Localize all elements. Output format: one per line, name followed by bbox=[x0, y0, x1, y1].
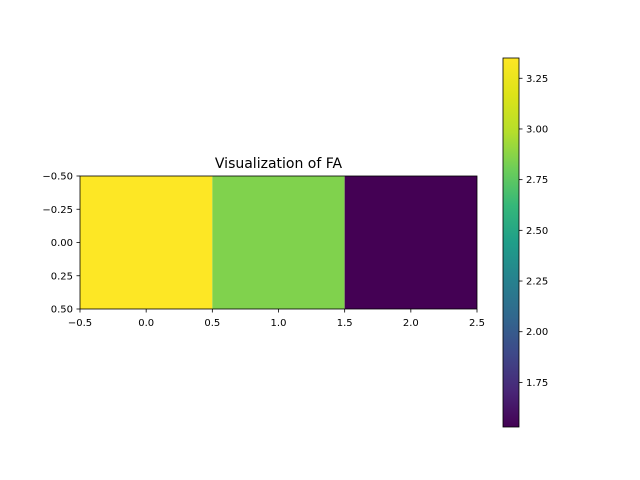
colorbar-tick-label: 2.00 bbox=[526, 327, 548, 338]
heatmap-cell bbox=[212, 176, 345, 309]
x-tick-label: −0.5 bbox=[68, 318, 92, 329]
colorbar-axis: 1.75 2.00 2.25 2.50 2.75 3.00 3.25 bbox=[519, 74, 548, 389]
y-tick-label: 0.50 bbox=[51, 305, 73, 316]
heatmap-cell bbox=[344, 176, 477, 309]
x-tick-label: 2.0 bbox=[403, 318, 419, 329]
colorbar bbox=[502, 57, 520, 428]
chart-title: Visualization of FA bbox=[215, 156, 343, 172]
heatmap-cell bbox=[80, 176, 213, 309]
y-tick-label: −0.50 bbox=[42, 172, 73, 183]
colorbar-tick-label: 3.25 bbox=[526, 74, 548, 85]
y-tick-label: 0.00 bbox=[51, 238, 73, 249]
x-tick-label: 1.0 bbox=[271, 318, 287, 329]
x-axis: −0.5 0.0 0.5 1.0 1.5 2.0 2.5 bbox=[68, 309, 485, 329]
colorbar-tick-label: 1.75 bbox=[526, 378, 548, 389]
x-tick-label: 0.5 bbox=[204, 318, 220, 329]
x-tick-label: 1.5 bbox=[337, 318, 353, 329]
colorbar-tick-label: 2.75 bbox=[526, 175, 548, 186]
y-tick-label: −0.25 bbox=[42, 205, 73, 216]
y-axis: −0.50 −0.25 0.00 0.25 0.50 bbox=[42, 172, 80, 316]
colorbar-tick-label: 3.00 bbox=[526, 124, 548, 135]
x-tick-label: 0.0 bbox=[138, 318, 154, 329]
heatmap-cells bbox=[80, 176, 477, 309]
y-tick-label: 0.25 bbox=[51, 271, 73, 282]
colorbar-tick-label: 2.25 bbox=[526, 277, 548, 288]
colorbar-tick-label: 2.50 bbox=[526, 226, 548, 237]
x-tick-label: 2.5 bbox=[469, 318, 485, 329]
